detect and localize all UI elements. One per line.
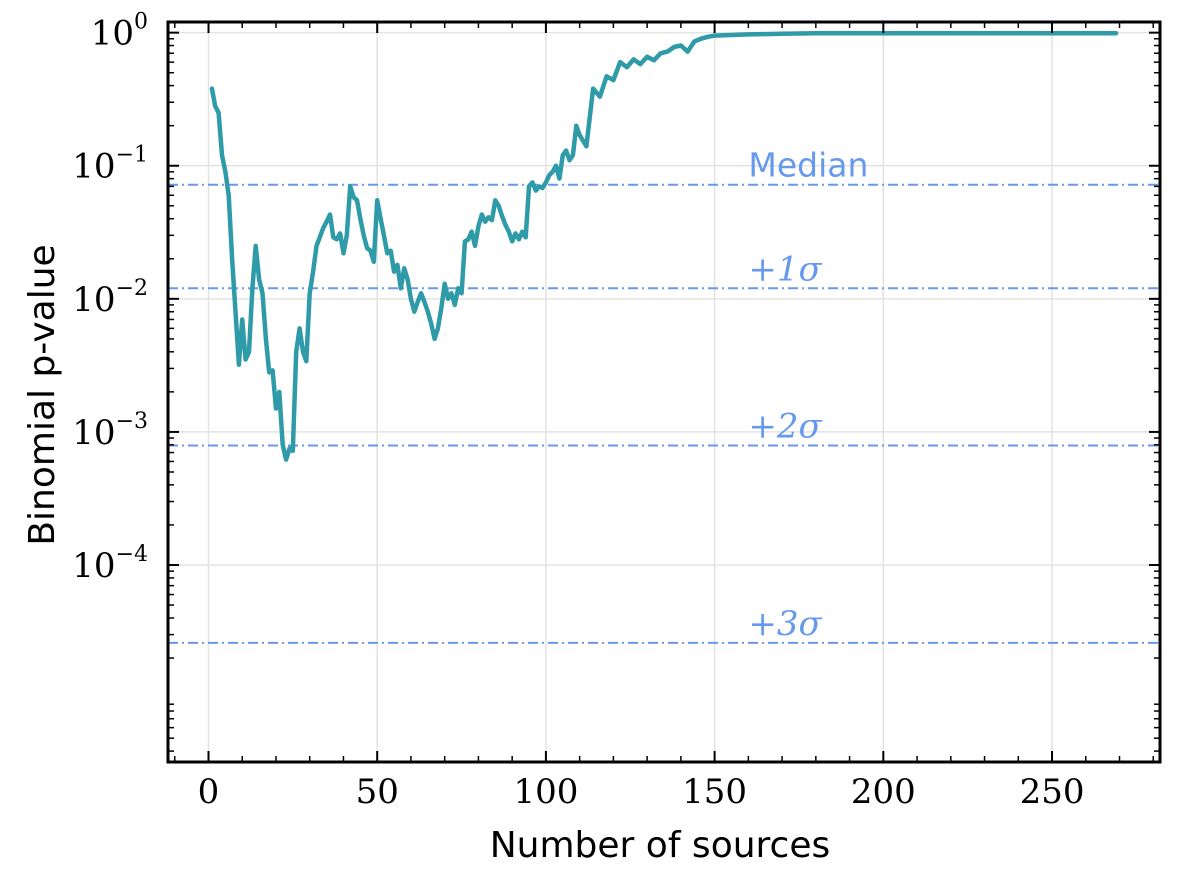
reference-labels: Median +1σ +2σ +3σ: [748, 146, 868, 644]
x-tick-label: 200: [851, 772, 916, 812]
reference-label: +3σ: [748, 604, 822, 644]
y-tick-label: 10−3: [72, 409, 148, 453]
y-tick-label: 10−2: [72, 276, 148, 320]
reference-label: +1σ: [748, 249, 822, 289]
reference-label: Median: [748, 146, 868, 185]
x-tick-label: 250: [1020, 772, 1085, 812]
series-line: [209, 30, 1119, 462]
reference-lines: [168, 183, 1160, 644]
series-layer: [209, 30, 1119, 462]
x-tick-label: 150: [682, 772, 747, 812]
tick-labels: 0 50 100 150 200 250 10−4 10−3 10−2 10−1 100: [72, 10, 1084, 812]
grid: [168, 22, 1160, 762]
x-tick-label: 100: [513, 772, 578, 812]
x-axis-title: Number of sources: [490, 825, 831, 866]
x-tick-label: 50: [356, 772, 399, 812]
reference-label: +2σ: [748, 407, 822, 447]
ticks: [168, 22, 1160, 762]
y-axis-title: Binomial p-value: [22, 244, 63, 545]
plot-frame: [166, 20, 1162, 764]
y-tick-label: 100: [91, 10, 148, 54]
y-tick-label: 10−1: [72, 143, 148, 187]
x-tick-label: 0: [198, 772, 220, 812]
y-tick-label: 10−4: [72, 542, 148, 586]
